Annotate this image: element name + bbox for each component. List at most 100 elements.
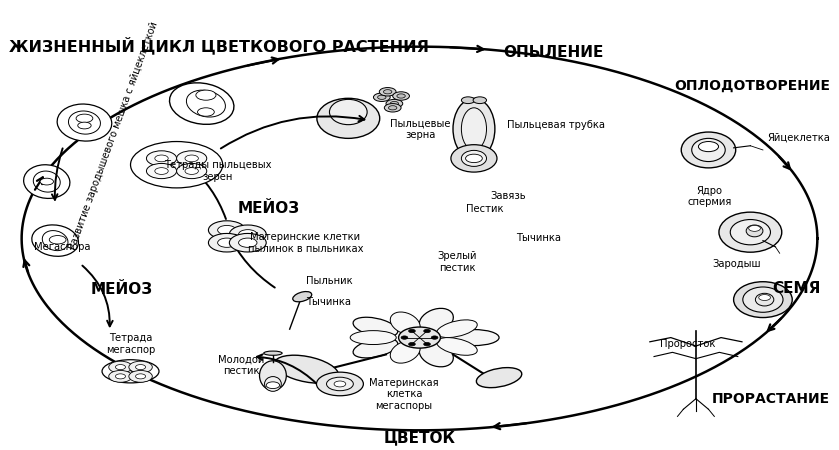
Text: Пыльцевые
зерна: Пыльцевые зерна [390,118,451,140]
Circle shape [116,374,126,379]
Circle shape [208,234,245,252]
Circle shape [473,97,487,104]
Circle shape [78,122,91,129]
Ellipse shape [274,355,338,383]
Ellipse shape [451,145,497,172]
Circle shape [195,90,216,100]
Circle shape [390,101,399,106]
Ellipse shape [42,230,68,251]
Ellipse shape [169,83,234,124]
Text: МЕЙОЗ: МЕЙОЗ [237,202,300,216]
Ellipse shape [755,293,774,306]
Text: ЖИЗНЕННЫЙ ЦИКЛ ЦВЕТКОВОГО РАСТЕНИЯ: ЖИЗНЕННЫЙ ЦИКЛ ЦВЕТКОВОГО РАСТЕНИЯ [9,36,429,54]
Ellipse shape [353,317,398,337]
Ellipse shape [330,99,367,125]
Text: Материнские клетки
пылинок в пыльниках: Материнские клетки пылинок в пыльниках [248,232,363,253]
Ellipse shape [390,341,420,363]
Ellipse shape [436,320,477,338]
Text: Ядро
спермия: Ядро спермия [687,185,732,207]
Circle shape [129,361,153,373]
Circle shape [136,374,146,379]
Circle shape [147,151,176,166]
Ellipse shape [34,171,60,192]
Text: Тычинка: Тычинка [516,234,560,243]
Circle shape [197,108,214,116]
Circle shape [758,295,770,301]
Circle shape [373,93,390,101]
Text: Пыльник: Пыльник [306,276,353,286]
Text: СЕМЯ: СЕМЯ [772,281,821,296]
Text: Пестик: Пестик [466,204,503,214]
Circle shape [185,168,198,175]
Circle shape [698,142,718,152]
Circle shape [384,104,401,112]
Ellipse shape [263,351,282,356]
Text: МЕЙОЗ: МЕЙОЗ [91,282,154,297]
Circle shape [397,94,405,98]
Circle shape [176,163,206,179]
Circle shape [155,168,168,175]
Circle shape [238,238,257,248]
Text: ЦВЕТОК: ЦВЕТОК [383,430,456,445]
Ellipse shape [477,368,522,387]
Ellipse shape [420,308,453,333]
Ellipse shape [733,282,792,318]
Circle shape [383,90,392,94]
Ellipse shape [23,165,70,198]
Text: Зрелый
пестик: Зрелый пестик [437,251,477,273]
Circle shape [147,163,176,179]
Circle shape [217,225,236,235]
Text: Мегаспора: Мегаспора [34,242,91,252]
Ellipse shape [32,225,79,256]
Ellipse shape [350,331,396,345]
Text: Молодой
пестик: Молодой пестик [218,354,264,376]
Ellipse shape [390,312,420,334]
Text: Зародыш: Зародыш [712,259,761,269]
Circle shape [238,230,257,239]
Circle shape [316,372,363,396]
Ellipse shape [730,220,770,245]
Ellipse shape [461,108,487,150]
Ellipse shape [293,292,312,302]
Text: Пыльцевая трубка: Пыльцевая трубка [508,120,606,130]
Circle shape [208,221,245,239]
Text: Развитие зародышевого мешка с яйцеклеткой: Развитие зародышевого мешка с яйцеклетко… [68,20,160,251]
Ellipse shape [259,361,286,390]
Circle shape [386,99,403,108]
Text: Тычинка: Тычинка [306,297,352,307]
Ellipse shape [449,329,499,346]
Circle shape [378,95,386,99]
Circle shape [217,238,236,248]
Circle shape [379,88,396,96]
Circle shape [431,336,438,339]
Circle shape [109,370,133,382]
Circle shape [401,336,408,339]
Circle shape [393,92,409,100]
Circle shape [155,155,168,162]
Circle shape [748,225,760,231]
Text: Яйцеклетка: Яйцеклетка [767,132,830,142]
Text: Завязь: Завязь [491,191,526,201]
Text: ПРОРАСТАНИЕ: ПРОРАСТАНИЕ [711,392,830,406]
Circle shape [229,225,266,243]
Circle shape [176,151,206,166]
Circle shape [76,114,93,122]
Ellipse shape [264,377,281,392]
Circle shape [229,234,266,252]
Ellipse shape [743,287,783,312]
Ellipse shape [453,98,495,159]
Ellipse shape [420,342,453,367]
Ellipse shape [461,150,487,166]
Circle shape [461,97,475,104]
Circle shape [466,154,482,162]
Circle shape [131,142,222,188]
Circle shape [388,106,397,110]
Circle shape [185,155,198,162]
Circle shape [40,178,54,185]
Circle shape [424,329,430,333]
Circle shape [334,381,346,387]
Circle shape [409,329,415,333]
Ellipse shape [691,138,725,162]
Text: Материнская
клетка
мегаспоры: Материнская клетка мегаспоры [369,378,439,411]
Ellipse shape [102,360,159,383]
